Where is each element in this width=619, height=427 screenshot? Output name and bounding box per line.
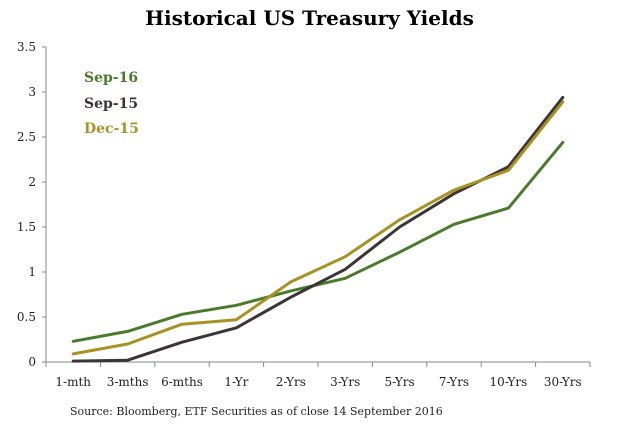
y-tick-label: 2.5 — [17, 130, 36, 144]
y-tick-label: 3.5 — [17, 40, 36, 54]
x-tick-label: 1-Yr — [224, 375, 248, 389]
y-tick-label: 1.5 — [17, 220, 36, 234]
chart-title: Historical US Treasury Yields — [145, 6, 474, 30]
y-tick-label: 2 — [28, 175, 36, 189]
series-lines — [71, 95, 565, 363]
x-tick-label: 3-mths — [107, 375, 149, 389]
x-tick-label: 7-Yrs — [439, 375, 469, 389]
x-tick-label: 30-Yrs — [544, 375, 582, 389]
y-tick-label: 0 — [28, 355, 36, 369]
legend-entry-sep-15: Sep-15 — [84, 96, 138, 112]
x-tick-label: 6-mths — [161, 375, 203, 389]
series-line-sep-15 — [71, 95, 565, 363]
y-tick-label: 1 — [28, 265, 36, 279]
x-tick-label: 3-Yrs — [330, 375, 360, 389]
x-tick-label: 5-Yrs — [385, 375, 415, 389]
y-tick-label: 0.5 — [17, 310, 36, 324]
x-tick-label: 2-Yrs — [276, 375, 306, 389]
legend-entry-dec-15: Dec-15 — [84, 121, 139, 137]
x-tick-label: 10-Yrs — [489, 375, 527, 389]
axes: 0 0.5 1 1.5 2 2.5 3 3.5 1-mth 3-mths 6-mths 1-Yr 2-Y… — [17, 40, 591, 389]
legend-entry-sep-16: Sep-16 — [84, 70, 138, 86]
series-line-sep-16 — [71, 140, 565, 343]
x-tick-label: 1-mth — [55, 375, 91, 389]
y-tick-label: 3 — [28, 85, 36, 99]
source-note: Source: Bloomberg, ETF Securities as of … — [70, 405, 443, 418]
series-line-dec-15 — [71, 100, 565, 356]
legend: Sep-16 Sep-15 Dec-15 — [84, 70, 139, 137]
